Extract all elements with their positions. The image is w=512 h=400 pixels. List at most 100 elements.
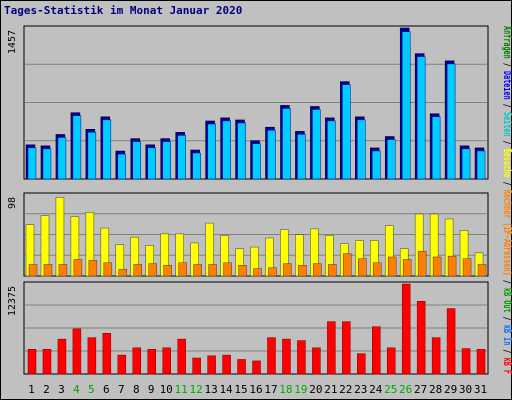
legend-item-kb-f: kB F [501, 358, 512, 374]
day-label-3: 3 [58, 383, 65, 396]
bar-kbf-day-21 [327, 321, 336, 375]
bar-kbf-day-29 [446, 308, 456, 375]
bar-rechner-day-31 [477, 264, 487, 277]
bar-dateien-day-11 [177, 135, 186, 180]
day-label-30: 30 [459, 383, 472, 396]
bar-rechner-day-23 [358, 258, 367, 277]
bar-rechner-day-24 [373, 262, 382, 277]
bar-dateien-day-26 [401, 31, 411, 180]
bar-rechner-day-27 [417, 250, 427, 277]
bar-dateien-day-4 [72, 115, 82, 180]
panel-2-scale-label: 98 [7, 197, 18, 209]
bar-rechner-day-5 [88, 260, 98, 277]
legend: Anfragen / Dateien / Seiten / Besuche / … [501, 26, 512, 374]
bar-dateien-day-27 [416, 56, 426, 180]
legend-separator: / [501, 100, 512, 112]
day-label-21: 21 [324, 383, 337, 396]
bar-dateien-day-9 [147, 147, 156, 180]
bar-kbf-day-23 [357, 353, 366, 375]
bar-kbf-day-17 [267, 337, 276, 375]
bar-kbf-day-15 [237, 359, 246, 375]
legend-item-rechner-ip-adressen-: Rechner (IP-Adressen) [501, 190, 512, 276]
bar-kbf-day-6 [102, 333, 112, 375]
day-label-24: 24 [369, 383, 383, 396]
day-label-11: 11 [175, 383, 188, 396]
bar-rechner-day-21 [328, 264, 337, 277]
legend-item-kb-out: kB Out [501, 288, 512, 313]
day-label-13: 13 [204, 383, 217, 396]
bar-rechner-day-7 [118, 269, 128, 277]
bar-dateien-day-28 [431, 116, 441, 180]
legend-separator: / [501, 137, 512, 149]
bar-dateien-day-24 [372, 150, 381, 180]
bar-dateien-day-6 [102, 119, 112, 180]
day-label-10: 10 [160, 383, 173, 396]
bar-kbf-day-10 [162, 347, 171, 375]
bar-kbf-day-12 [192, 357, 201, 375]
bar-dateien-day-25 [386, 139, 396, 180]
bar-rechner-day-16 [253, 268, 262, 277]
day-label-6: 6 [103, 383, 110, 396]
day-label-8: 8 [133, 383, 140, 396]
day-label-1: 1 [28, 383, 35, 396]
bar-dateien-day-12 [192, 152, 201, 180]
bar-kbf-day-19 [297, 340, 306, 375]
legend-separator: / [501, 59, 512, 71]
bar-dateien-day-15 [237, 122, 246, 180]
day-label-17: 17 [264, 383, 277, 396]
bar-dateien-day-23 [357, 119, 366, 180]
bar-rechner-day-10 [163, 265, 172, 277]
bar-rechner-day-30 [462, 258, 472, 277]
day-label-26: 26 [399, 383, 412, 396]
day-label-12: 12 [190, 383, 203, 396]
bar-rechner-day-20 [313, 263, 322, 277]
bar-kbf-day-24 [372, 326, 381, 375]
day-label-22: 22 [339, 383, 352, 396]
bar-kbf-day-9 [147, 349, 156, 375]
bar-dateien-day-2 [42, 148, 52, 180]
bar-kbf-day-31 [476, 349, 486, 375]
day-label-15: 15 [234, 383, 247, 396]
bar-kbf-day-20 [312, 347, 321, 375]
legend-item-kb-in: kB In [501, 325, 512, 345]
bar-dateien-day-10 [162, 141, 171, 180]
bar-rechner-day-6 [103, 262, 113, 277]
bar-dateien-day-31 [476, 150, 486, 180]
bar-dateien-day-5 [87, 132, 97, 180]
day-label-31: 31 [474, 383, 487, 396]
bar-rechner-day-28 [432, 256, 442, 277]
bar-kbf-day-7 [117, 354, 127, 375]
bar-kbf-day-11 [177, 338, 186, 375]
panel-3-scale-label: 12375 [7, 286, 18, 316]
bar-kbf-day-5 [87, 337, 97, 375]
day-label-29: 29 [444, 383, 457, 396]
bar-dateien-day-21 [327, 120, 336, 180]
bar-rechner-day-12 [193, 264, 202, 277]
legend-separator: / [501, 276, 512, 288]
day-label-19: 19 [294, 383, 307, 396]
bar-rechner-day-3 [58, 264, 68, 277]
day-label-27: 27 [414, 383, 427, 396]
bar-kbf-day-14 [222, 354, 231, 375]
bar-rechner-day-29 [447, 255, 457, 277]
bar-dateien-day-1 [27, 147, 37, 180]
bar-dateien-day-20 [312, 109, 321, 180]
bar-rechner-day-11 [178, 262, 187, 277]
bar-dateien-day-19 [297, 134, 306, 180]
bar-dateien-day-18 [282, 108, 291, 180]
bar-rechner-day-1 [28, 264, 38, 277]
panel-1-scale-label: 1457 [7, 30, 18, 54]
bar-kbf-day-27 [416, 301, 426, 375]
bar-kbf-day-22 [342, 321, 351, 375]
legend-separator: / [501, 313, 512, 325]
bar-dateien-day-16 [252, 143, 261, 180]
legend-separator: / [501, 177, 512, 189]
bar-rechner-day-26 [402, 259, 412, 277]
bar-kbf-day-16 [252, 360, 261, 375]
bar-kbf-day-26 [401, 283, 411, 375]
day-label-7: 7 [118, 383, 125, 396]
day-label-25: 25 [384, 383, 397, 396]
bar-dateien-day-29 [446, 63, 456, 180]
bar-rechner-day-13 [208, 264, 217, 277]
day-label-14: 14 [219, 383, 233, 396]
